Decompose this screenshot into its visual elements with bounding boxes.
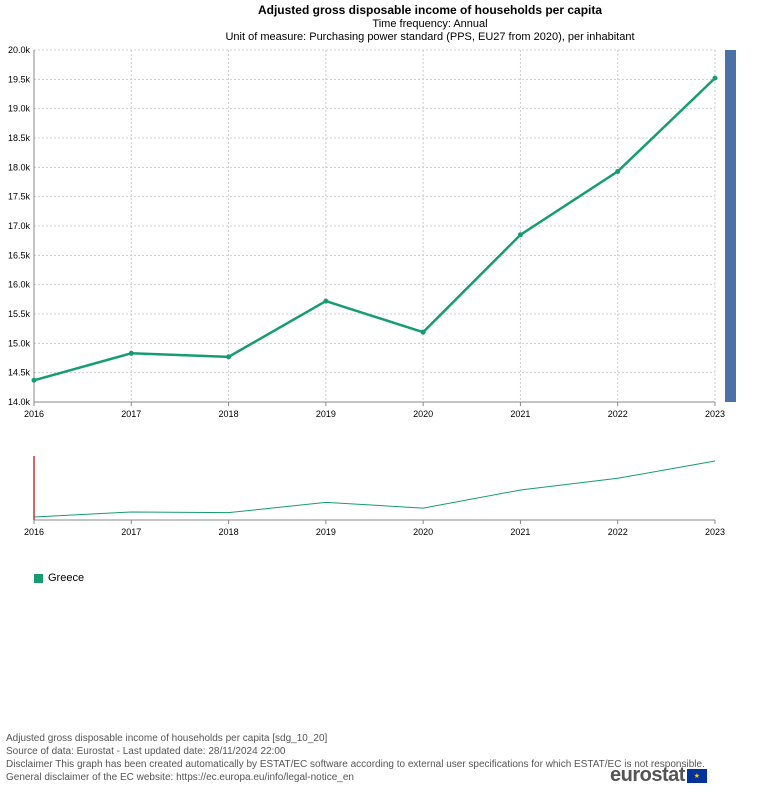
legend[interactable]: Greece — [34, 572, 84, 584]
y-tick-label: 17.0k — [8, 221, 31, 231]
x-tick-label: 2018 — [219, 409, 239, 419]
navigator-series-line — [33, 460, 716, 518]
data-point-2022 — [615, 168, 621, 174]
x-tick-label: 2020 — [413, 409, 433, 419]
navigator-x-tick-label: 2021 — [510, 527, 530, 537]
dataset-note: Adjusted gross disposable income of hous… — [6, 733, 328, 744]
legend-label-greece: Greece — [48, 572, 85, 584]
y-tick-label: 17.5k — [8, 192, 31, 202]
navigator-x-tick-label: 2022 — [608, 527, 628, 537]
x-tick-label: 2016 — [24, 409, 44, 419]
navigator-x-tick-label: 2017 — [121, 527, 141, 537]
y-tick-label: 18.5k — [8, 133, 31, 143]
y-tick-label: 16.0k — [8, 280, 31, 290]
chart-header: Adjusted gross disposable income of hous… — [0, 3, 769, 44]
navigator-x-tick-label: 2018 — [219, 527, 239, 537]
data-point-2016 — [31, 377, 37, 383]
general-disclaimer-note: General disclaimer of the EC website: ht… — [6, 772, 354, 783]
x-tick-label: 2017 — [121, 409, 141, 419]
data-point-2018 — [226, 354, 232, 360]
source-note: Source of data: Eurostat - Last updated … — [6, 746, 286, 757]
navigator-x-tick-label: 2019 — [316, 527, 336, 537]
y-tick-label: 20.0k — [8, 45, 31, 55]
y-tick-label: 15.5k — [8, 309, 31, 319]
y-tick-label: 15.0k — [8, 338, 31, 348]
x-tick-label: 2023 — [705, 409, 725, 419]
series-line-greece — [33, 77, 716, 382]
eurostat-wordmark: eurostat — [610, 764, 685, 786]
navigator-x-tick-label: 2016 — [24, 527, 44, 537]
legend-swatch-greece — [34, 573, 43, 583]
chart-title: Adjusted gross disposable income of hous… — [257, 3, 603, 17]
y-tick-label: 19.0k — [8, 104, 31, 114]
y-tick-label: 14.5k — [8, 368, 31, 378]
y-tick-label: 19.5k — [8, 74, 31, 84]
line-chart: 14.0k 14.5k 15.0k 15.5k 16.0k 16.5k 17.0k 17.5k… — [8, 45, 736, 537]
data-point-2020 — [420, 329, 426, 335]
data-point-2023 — [712, 75, 718, 81]
data-point-2021 — [517, 232, 523, 238]
navigator-x-tick-label: 2023 — [705, 527, 725, 537]
data-point-2017 — [128, 350, 134, 356]
unit-subtitle: Unit of measure: Purchasing power standa… — [225, 31, 635, 43]
eurostat-logo: eurostat ★ — [610, 764, 707, 787]
data-point-2019 — [323, 298, 329, 304]
x-tick-label: 2019 — [316, 409, 336, 419]
footer: Adjusted gross disposable income of hous… — [6, 732, 705, 784]
x-tick-label: 2021 — [510, 409, 530, 419]
y-tick-label: 18.0k — [8, 162, 31, 172]
navigator-x-tick-label: 2020 — [413, 527, 433, 537]
y-tick-label: 14.0k — [8, 397, 31, 407]
x-tick-label: 2022 — [608, 409, 628, 419]
eu-flag-icon: ★ — [686, 768, 707, 783]
time-frequency-subtitle: Time frequency: Annual — [372, 18, 488, 30]
disclaimer-note: Disclaimer This graph has been created a… — [6, 759, 705, 770]
y-tick-label: 16.5k — [8, 250, 31, 260]
vertical-scrollbar — [725, 50, 736, 402]
